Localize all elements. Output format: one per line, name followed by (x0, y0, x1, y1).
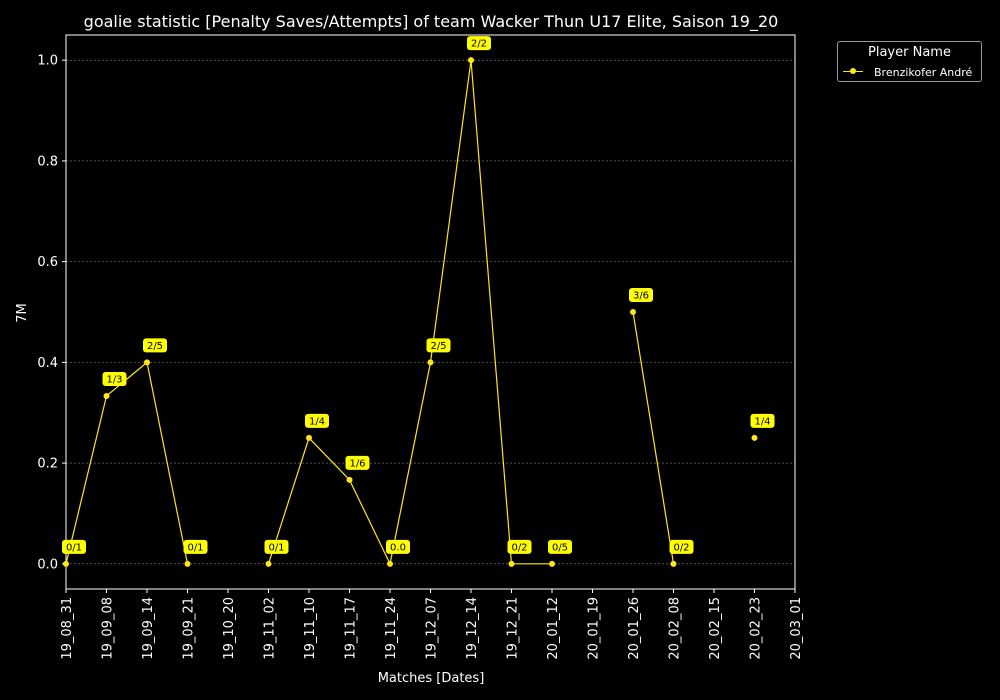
x-tick-label: 19_12_07 (425, 597, 440, 660)
data-label: 1/4 (754, 416, 770, 427)
grid (66, 59, 795, 565)
x-tick-label: 19_12_21 (506, 597, 521, 660)
chart-title: goalie statistic [Penalty Saves/Attempts… (84, 12, 779, 32)
data-label: 1/6 (349, 458, 365, 469)
data-label: 3/6 (633, 291, 649, 302)
data-label: 0.0 (390, 542, 406, 553)
x-tick-label: 19_09_08 (101, 597, 116, 660)
data-label-box (264, 539, 289, 554)
axes: 0.0 0.2 0.4 0.6 0.8 1.0 19_08_31 19_09_08 19_09_… (37, 34, 804, 660)
y-tick-label: 1.0 (37, 54, 58, 69)
x-tick-label: 20_03_01 (789, 597, 804, 660)
x-tick-label: 19_11_10 (303, 597, 318, 660)
data-label: 0/5 (552, 542, 568, 553)
data-label-box (629, 288, 653, 302)
legend-title: Player Name (868, 45, 951, 60)
x-tick-label: 19_11_02 (263, 597, 278, 660)
data-label: 1/4 (309, 416, 325, 427)
x-tick-label: 20_01_26 (627, 597, 642, 660)
data-label-box (62, 539, 86, 554)
data-label-box (507, 539, 532, 554)
y-tick-label: 0.8 (37, 154, 58, 169)
series-line (632, 311, 675, 564)
x-tick-label: 19_09_14 (141, 597, 156, 660)
series (63, 57, 758, 567)
x-tick-label: 19_12_14 (465, 597, 480, 660)
data-point (549, 560, 555, 567)
data-label-box (750, 413, 775, 428)
data-label: 0/2 (511, 542, 527, 553)
x-tick-label: 20_02_15 (708, 597, 723, 660)
series-line (267, 60, 552, 566)
y-tick-label: 0.6 (37, 255, 58, 270)
data-label-box (548, 539, 572, 554)
data-label: 2/5 (147, 341, 163, 352)
data-label-box (305, 413, 329, 428)
data-label-box (669, 539, 694, 554)
data-label-box (102, 371, 127, 386)
data-label: 0/1 (66, 542, 82, 553)
data-labels: 0/1 1/3 2/5 0/1 0/1 1/4 1/6 0.0 2/5 2/2 0/2 0/5 3/6 0… (62, 36, 775, 554)
data-point (751, 434, 758, 441)
x-tick-label: 19_11_17 (344, 597, 359, 660)
y-tick-label: 0.0 (37, 557, 58, 572)
data-point (387, 560, 393, 567)
x-tick-label: 20_01_12 (546, 597, 561, 660)
data-label-box (386, 539, 410, 554)
data-label-box (183, 539, 208, 554)
legend-entry-label: Brenzikofer André (874, 66, 973, 79)
data-label-box (426, 338, 451, 353)
data-point (144, 359, 150, 366)
data-point (468, 57, 474, 64)
data-point (670, 560, 677, 567)
x-tick-label: 19_08_31 (60, 597, 75, 660)
y-tick-label: 0.4 (37, 356, 58, 371)
x-tick-label: 20_01_19 (587, 597, 602, 660)
legend: Player Name Brenzikofer André (837, 41, 982, 82)
x-tick-label: 20_02_08 (668, 597, 683, 660)
data-label: 2/2 (471, 39, 487, 50)
data-label-box (143, 338, 167, 353)
data-point (508, 560, 515, 567)
data-label-box (345, 455, 370, 470)
x-tick-label: 20_02_23 (749, 597, 764, 660)
data-label: 0/1 (187, 542, 203, 553)
series-line (65, 361, 189, 564)
data-label: 0/1 (268, 542, 284, 553)
y-axis-label: 7M (15, 303, 30, 323)
x-tick-label: 19_10_20 (222, 597, 237, 660)
data-point (265, 560, 272, 567)
data-point (184, 560, 191, 567)
data-label: 2/5 (430, 341, 446, 352)
data-label-box (467, 36, 491, 51)
data-point (103, 392, 110, 399)
data-point (630, 309, 636, 315)
data-point (63, 560, 69, 567)
legend-dot-marker (850, 68, 856, 74)
x-tick-label: 19_09_21 (182, 597, 197, 660)
y-tick-label: 0.2 (37, 457, 58, 472)
data-point (306, 434, 312, 441)
x-axis-label: Matches [Dates] (378, 671, 485, 686)
x-tick-label: 19_11_24 (384, 597, 399, 660)
data-label: 0/2 (673, 542, 689, 553)
data-point (346, 476, 353, 483)
data-label: 1/3 (106, 374, 122, 385)
data-point (427, 359, 434, 366)
